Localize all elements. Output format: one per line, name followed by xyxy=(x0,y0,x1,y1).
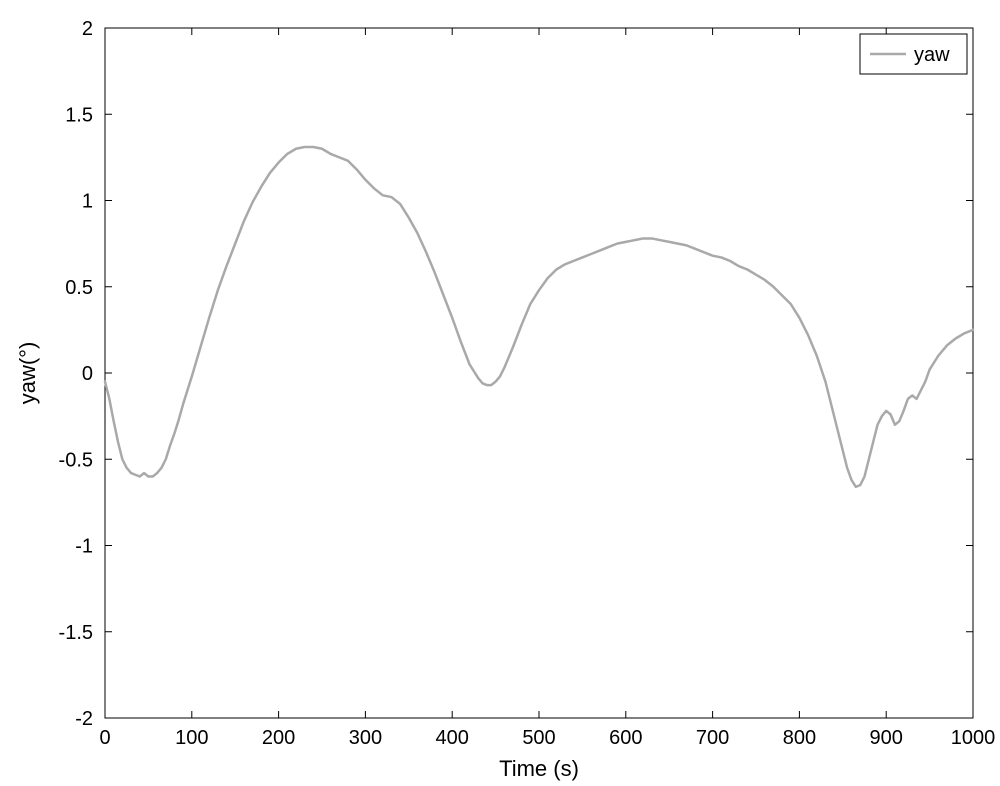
y-tick-label: 1 xyxy=(82,191,93,213)
y-tick-label: -1.5 xyxy=(59,622,93,644)
line-chart: 0 100 200 300 400 500 600 700 800 900 1000 -2 -1.5 -1… xyxy=(0,0,1000,786)
y-tick-label: -1 xyxy=(75,536,93,558)
y-axis-label: yaw(°) xyxy=(15,342,40,405)
x-tick-label: 500 xyxy=(522,727,555,749)
x-tick-label: 600 xyxy=(609,727,642,749)
x-tick-label: 900 xyxy=(870,727,903,749)
chart-container: 0 100 200 300 400 500 600 700 800 900 1000 -2 -1.5 -1… xyxy=(0,0,1000,786)
legend-label: yaw xyxy=(914,44,950,66)
x-axis-label: Time (s) xyxy=(499,756,579,781)
legend: yaw xyxy=(860,34,967,74)
x-tick-label: 800 xyxy=(783,727,816,749)
x-tick-label: 0 xyxy=(99,727,110,749)
y-tick-label: 2 xyxy=(82,18,93,40)
x-tick-label: 700 xyxy=(696,727,729,749)
x-tick-label: 1000 xyxy=(951,727,996,749)
x-tick-label: 200 xyxy=(262,727,295,749)
x-tick-label: 400 xyxy=(436,727,469,749)
y-tick-label: 0.5 xyxy=(65,277,93,299)
y-tick-label: 1.5 xyxy=(65,104,93,126)
y-tick-label: -2 xyxy=(75,708,93,730)
x-tick-label: 300 xyxy=(349,727,382,749)
x-tick-label: 100 xyxy=(175,727,208,749)
y-tick-label: 0 xyxy=(82,363,93,385)
y-tick-label: -0.5 xyxy=(59,449,93,471)
